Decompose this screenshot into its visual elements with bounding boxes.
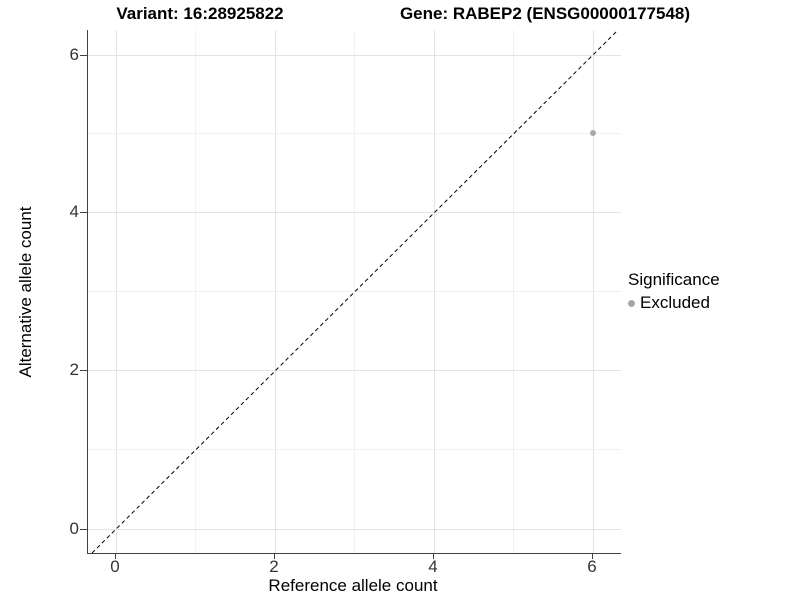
gridline-minor-y3 [88, 291, 621, 292]
y-tick-label-0: 0 [69, 519, 79, 538]
x-axis-title: Reference allele count [268, 576, 438, 595]
y-tick-4 [80, 212, 87, 213]
x-tick-label-6: 6 [587, 557, 597, 576]
y-axis-title: Alternative allele count [16, 206, 35, 378]
x-tick-4 [433, 553, 434, 559]
y-tick-label-6: 6 [69, 45, 79, 64]
y-tick-0 [80, 529, 87, 530]
x-tick-0 [115, 553, 116, 559]
variant-title: Variant: 16:28925822 [116, 4, 284, 23]
y-tick-label-4: 4 [69, 202, 79, 221]
gridline-minor-y5 [88, 133, 621, 134]
x-tick-label-0: 0 [110, 557, 120, 576]
gridline-major-y2 [88, 370, 621, 371]
x-tick-2 [274, 553, 275, 559]
data-point-excluded-6-5 [590, 130, 596, 136]
excluded-point-icon [628, 299, 635, 307]
legend-title: Significance [628, 270, 720, 289]
y-tick-6 [80, 55, 87, 56]
y-tick-label-2: 2 [69, 360, 79, 379]
x-tick-label-2: 2 [269, 557, 279, 576]
x-tick-label-4: 4 [428, 557, 438, 576]
plot-panel [87, 30, 621, 554]
x-tick-6 [592, 553, 593, 559]
gridline-major-y0 [88, 529, 621, 530]
gridline-minor-y1 [88, 449, 621, 450]
y-tick-2 [80, 370, 87, 371]
legend: Significance Excluded [628, 270, 720, 313]
gridline-major-y6 [88, 55, 621, 56]
gene-title: Gene: RABEP2 (ENSG00000177548) [399, 4, 691, 23]
legend-item-excluded: Excluded [628, 293, 720, 313]
legend-item-label: Excluded [640, 293, 710, 312]
gridline-major-y4 [88, 212, 621, 213]
